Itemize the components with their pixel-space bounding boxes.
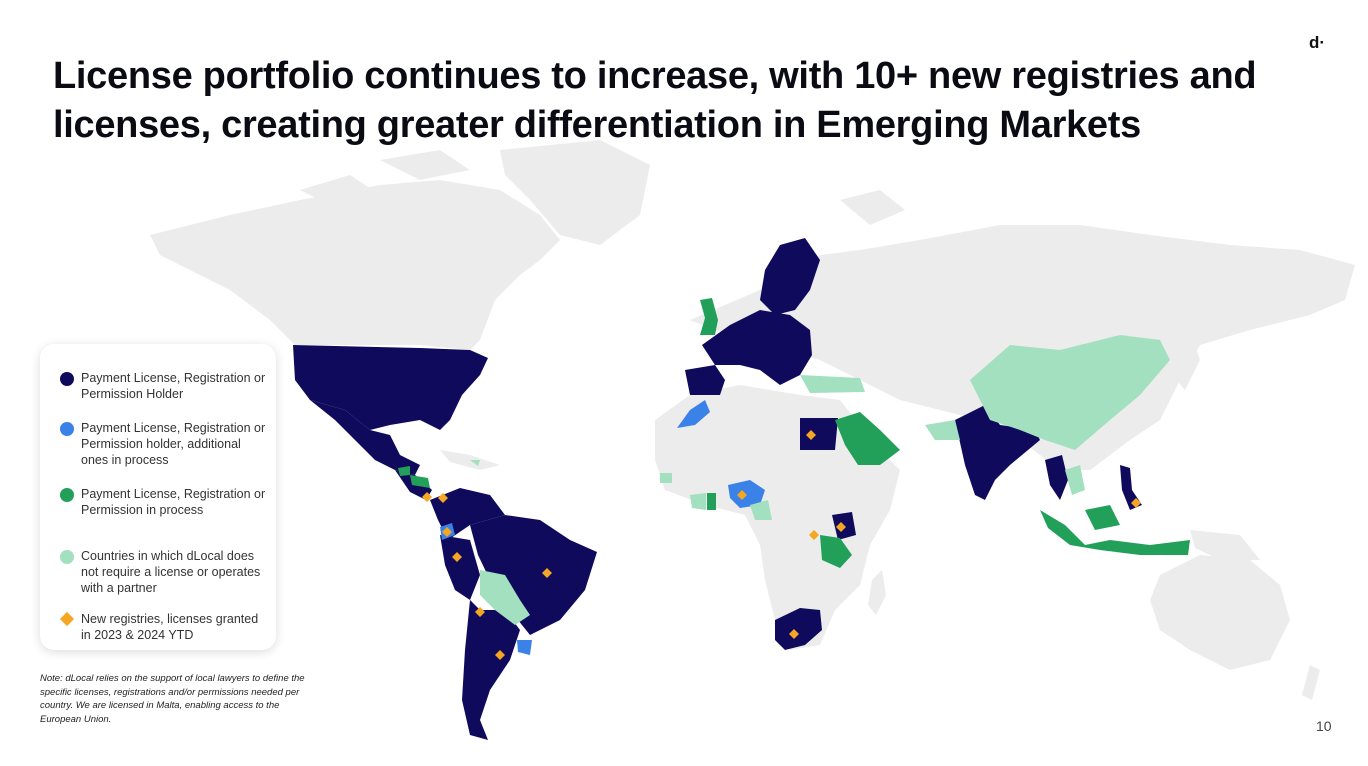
new-registry-marker <box>1131 498 1141 508</box>
no-license-countries <box>470 335 1170 625</box>
holder-in-process-countries <box>440 400 765 655</box>
new-registry-markers <box>422 430 1141 660</box>
country-egypt <box>800 418 838 450</box>
legend-swatch-holder-in-process <box>60 422 74 436</box>
page-number: 10 <box>1316 718 1332 734</box>
country-spain-portugal <box>685 365 725 395</box>
country-indonesia <box>1040 510 1190 555</box>
land-africa <box>655 385 900 650</box>
new-registry-marker <box>495 650 505 660</box>
country-pakistan <box>925 420 960 440</box>
legend-label: Payment License, Registration or Permiss… <box>81 487 266 517</box>
legend-label: Payment License, Registration or Permiss… <box>81 371 266 401</box>
dlocal-logo: d· <box>1309 33 1326 52</box>
country-europe <box>702 310 812 385</box>
legend-label: Payment License, Registration or Permiss… <box>81 421 266 467</box>
legend-item-holder-in-process: Payment License, Registration or Permiss… <box>60 420 271 468</box>
land-papua <box>1190 530 1260 560</box>
diamond-icon <box>59 611 75 627</box>
new-registry-marker <box>452 552 462 562</box>
legend-item-no-license: Countries in which dLocal does not requi… <box>60 548 271 596</box>
new-registry-marker <box>789 629 799 639</box>
country-turkey <box>800 375 865 393</box>
country-usa <box>293 345 488 430</box>
country-caribbean-islands <box>470 460 480 466</box>
new-registry-marker <box>442 527 452 537</box>
land-australia <box>1150 555 1290 670</box>
country-bolivia-paraguay <box>480 570 530 625</box>
country-guatemala-region <box>398 466 410 476</box>
country-thailand <box>1045 455 1068 500</box>
legend-label: Countries in which dLocal does not requi… <box>81 549 261 595</box>
country-nigeria <box>728 480 765 508</box>
country-peru <box>440 535 480 600</box>
country-mexico <box>310 400 420 475</box>
country-cameroon <box>750 500 772 520</box>
new-registry-marker <box>422 492 432 502</box>
country-brazil <box>470 515 597 635</box>
land-madagascar <box>868 570 886 615</box>
country-tanzania <box>820 535 852 568</box>
land-japan <box>1172 330 1200 390</box>
country-costa-rica <box>410 475 430 488</box>
country-uk <box>700 298 718 335</box>
new-registry-marker <box>542 568 552 578</box>
country-vietnam <box>1065 465 1085 495</box>
in-process-countries <box>398 298 1190 568</box>
map-legend: Payment License, Registration or Permiss… <box>40 344 276 650</box>
new-registry-marker <box>438 493 448 503</box>
land-greenland <box>500 140 650 245</box>
country-saudi-arabia <box>835 412 900 465</box>
slide-title: License portfolio continues to increase,… <box>53 55 1257 146</box>
legend-item-new-registry: New registries, licenses granted in 2023… <box>59 611 271 643</box>
legend-item-holder: Payment License, Registration or Permiss… <box>60 370 271 402</box>
country-morocco <box>677 400 710 428</box>
legend-item-in-process: Payment License, Registration or Permiss… <box>60 486 271 518</box>
land-new-zealand <box>1302 665 1320 700</box>
legend-swatch-no-license <box>60 550 74 564</box>
country-china <box>970 335 1170 450</box>
land-north-america <box>150 180 560 350</box>
country-uruguay <box>517 640 532 655</box>
footnote: Note: dLocal relies on the support of lo… <box>40 673 305 725</box>
country-cote-divoire <box>690 493 706 510</box>
country-malaysia <box>1085 505 1120 530</box>
country-ghana <box>707 493 716 510</box>
legend-label: New registries, licenses granted in 2023… <box>81 612 259 642</box>
country-south-africa <box>775 608 822 650</box>
new-registry-marker <box>806 430 816 440</box>
legend-swatch-in-process <box>60 488 74 502</box>
country-scandinavia <box>760 238 820 315</box>
new-registry-marker <box>475 607 485 617</box>
country-senegal <box>660 473 672 483</box>
legend-swatch-holder <box>60 372 74 386</box>
country-chile-argentina <box>462 600 520 740</box>
new-registry-marker <box>809 530 819 540</box>
new-registry-marker <box>737 490 747 500</box>
land-base <box>150 140 1355 700</box>
land-arctic-islands <box>840 190 905 225</box>
new-registry-marker <box>836 522 846 532</box>
